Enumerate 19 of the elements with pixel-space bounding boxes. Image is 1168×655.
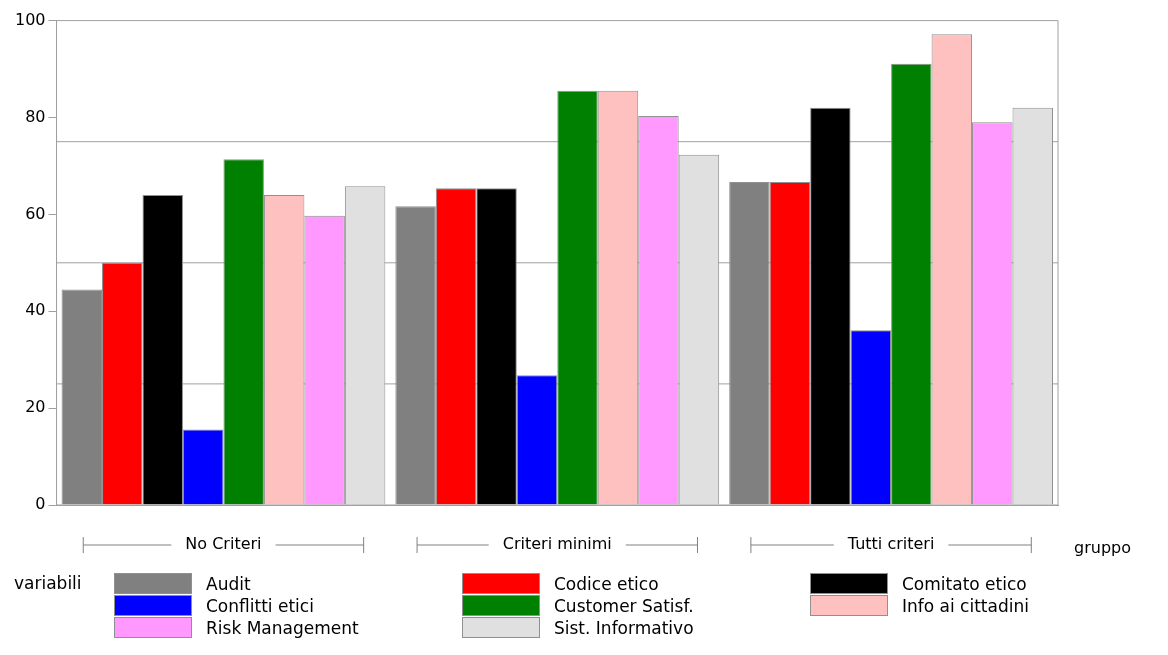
y-tick-label: 100 xyxy=(14,9,46,29)
legend-label: Codice etico xyxy=(554,573,659,594)
y-tick-label: 0 xyxy=(35,494,46,514)
y-tick-label: 60 xyxy=(25,203,46,223)
y-tick-label: 80 xyxy=(25,106,46,126)
x-tick-label: No Criteri xyxy=(185,534,262,554)
legend-label: Conflitti etici xyxy=(206,595,314,616)
y-tick-label: 40 xyxy=(25,300,46,320)
x-tick-label: Criteri minimi xyxy=(502,534,612,554)
legend-label: Customer Satisf. xyxy=(554,595,694,616)
legend-label: Audit xyxy=(206,573,251,594)
x-tick-label: Tutti criteri xyxy=(846,534,935,554)
legend-label: Info ai cittadini xyxy=(902,595,1029,616)
legend-label: Risk Management xyxy=(206,617,359,638)
legend-label: Sist. Informativo xyxy=(554,617,694,638)
legend-label: Comitato etico xyxy=(902,573,1027,594)
x-axis-title: gruppo xyxy=(1074,538,1131,558)
legend-title: variabili xyxy=(14,573,83,593)
y-tick-label: 20 xyxy=(25,397,46,417)
